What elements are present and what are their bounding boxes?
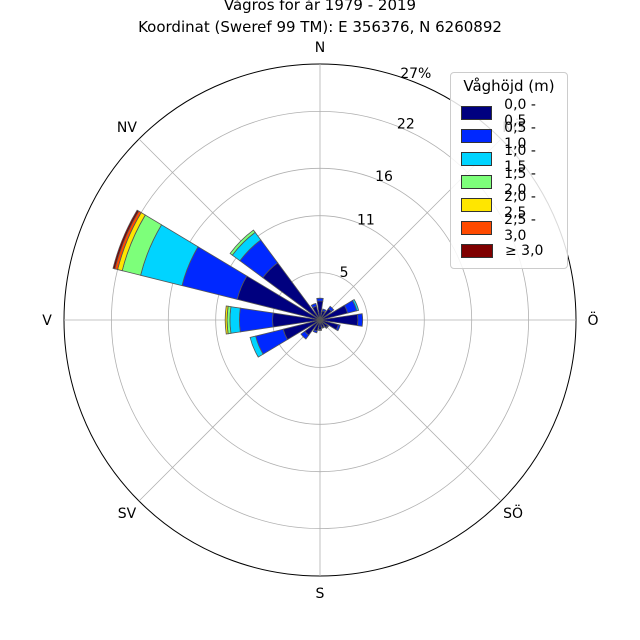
rose-bar-segment	[224, 305, 229, 335]
rose-bar-segment	[249, 335, 264, 358]
legend-label: 0,5 - 1,0	[504, 119, 536, 152]
radial-tick-label: 22	[397, 116, 415, 132]
legend-swatch	[461, 220, 493, 235]
radial-max-label: 27%	[400, 66, 431, 82]
chart-title: Vågros för år 1979 - 2019	[223, 0, 417, 14]
direction-label: S	[316, 586, 325, 602]
legend-label: ≥ 3,0	[505, 242, 544, 259]
legend-swatch	[461, 197, 493, 212]
legend-items: 0,0 - 0,5 0,5 - 1,0 1,0 - 1,5 1,5 - 2,0 2,0 …	[457, 97, 561, 262]
legend-item: 2,5 - 3,0	[457, 212, 561, 244]
rose-bar-segment	[229, 229, 256, 256]
rose-bar-segment	[351, 298, 360, 312]
rose-bar-segment	[316, 297, 324, 302]
rose-bar-segment	[318, 328, 322, 331]
legend-item: 2,0 - 2,5	[457, 189, 561, 221]
rose-bar-segment	[357, 313, 364, 327]
legend-label: 1,0 - 1,5	[504, 142, 536, 175]
legend-swatch	[461, 243, 493, 258]
legend-item: 1,5 - 2,0	[457, 166, 561, 198]
radial-tick-label: 16	[375, 169, 393, 185]
legend-title: Våghöjd (m)	[463, 77, 555, 95]
direction-label: NV	[117, 120, 137, 136]
rose-bar-segment	[310, 302, 318, 309]
legend-swatch	[461, 128, 493, 143]
rose-bar-segment	[300, 330, 310, 340]
rose-bar-segment	[239, 307, 274, 333]
legend-item: ≥ 3,0	[457, 239, 561, 262]
direction-label: Ö	[587, 311, 598, 329]
direction-label: SÖ	[503, 504, 523, 522]
grid-spoke	[319, 319, 502, 502]
legend: Våghöjd (m) 0,0 - 0,5 0,5 - 1,0 1,0 - 1,5 1…	[450, 72, 568, 269]
legend-swatch	[461, 174, 493, 189]
direction-label: N	[315, 40, 325, 56]
legend-item: 0,0 - 0,5	[457, 97, 561, 129]
radial-tick-label: 11	[357, 213, 375, 229]
rose-bar-segment	[112, 209, 140, 270]
rose-bar-segment	[321, 325, 325, 329]
legend-label: 2,5 - 3,0	[504, 211, 536, 244]
direction-label: V	[42, 313, 52, 329]
legend-label: 2,0 - 2,5	[504, 188, 536, 221]
rose-bars	[112, 209, 364, 358]
rose-bar-segment	[321, 308, 327, 313]
legend-label: 0,0 - 0,5	[504, 96, 536, 129]
direction-label: SV	[118, 506, 137, 522]
legend-swatch	[461, 105, 493, 120]
legend-item: 1,0 - 1,5	[457, 143, 561, 175]
polar-grid	[63, 63, 577, 577]
chart-subtitle: Koordinat (Sweref 99 TM): E 356376, N 62…	[138, 18, 502, 36]
grid-spoke	[138, 319, 321, 502]
rose-bar-segment	[327, 305, 335, 313]
legend-label: 1,5 - 2,0	[504, 165, 536, 198]
rose-bar-segment	[335, 324, 341, 332]
radial-ticks: 5 11 16 22 27%	[340, 66, 432, 281]
legend-item: 0,5 - 1,0	[457, 120, 561, 152]
legend-swatch	[461, 151, 493, 166]
radial-tick-label: 5	[340, 265, 349, 281]
rose-bar-segment	[325, 325, 329, 329]
rose-bar-segment	[312, 329, 318, 334]
rose-bar-segment	[229, 306, 241, 334]
